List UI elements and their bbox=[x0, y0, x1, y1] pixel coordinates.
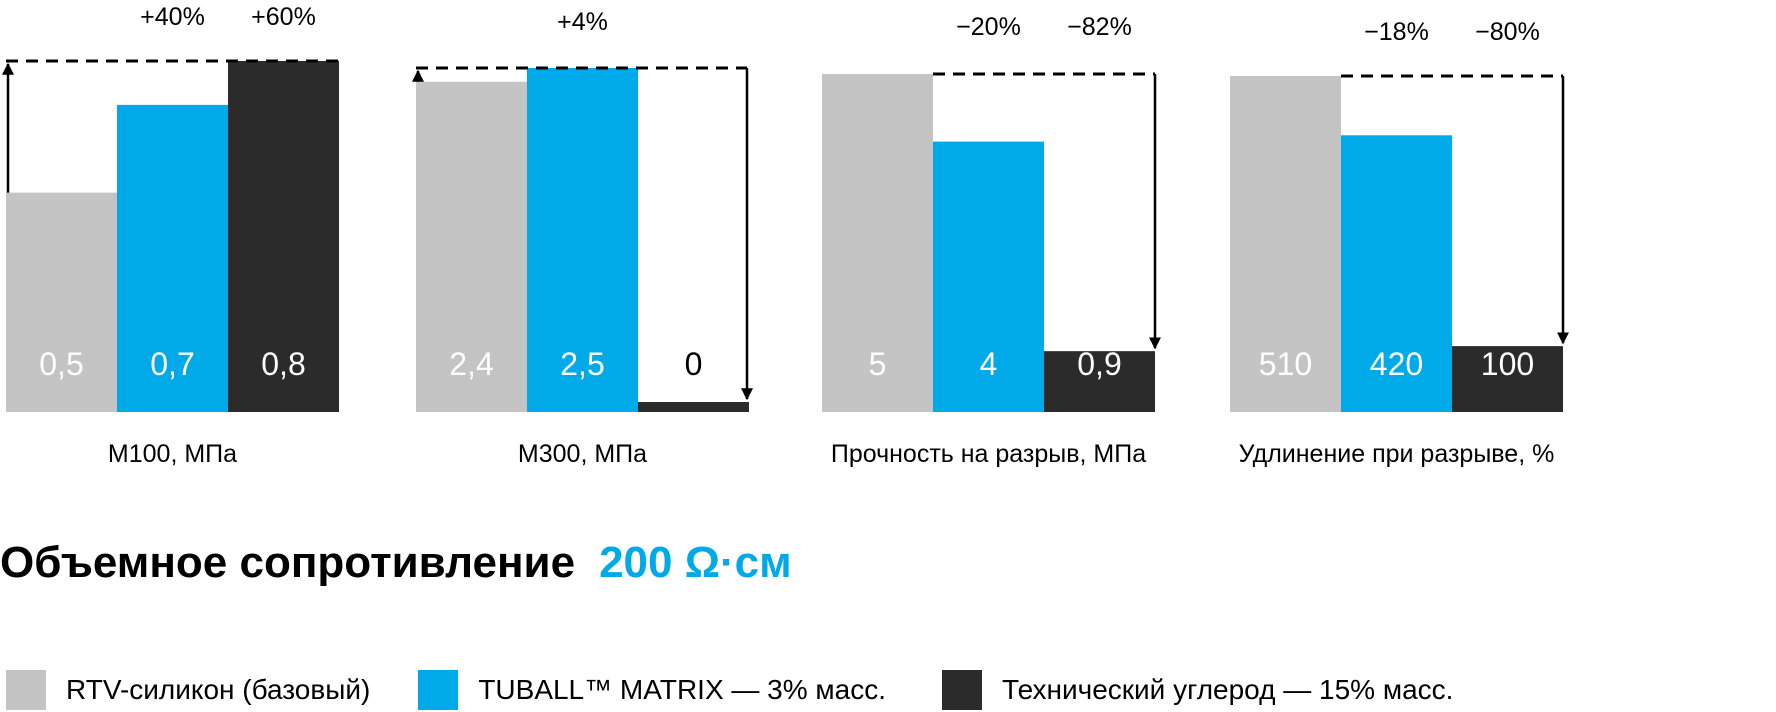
legend-swatch-carbon bbox=[942, 670, 983, 710]
value-label-m100-2: 0,7 bbox=[150, 346, 194, 382]
value-label-m100-3: 0,8 bbox=[261, 346, 305, 382]
bar-m100-2 bbox=[117, 104, 228, 412]
axis-label-m100: M100, МПа bbox=[108, 440, 237, 468]
value-label-elongation-1: 510 bbox=[1259, 346, 1312, 382]
headline-value: 200 Ω·см bbox=[599, 538, 792, 587]
bar-m100-1 bbox=[6, 192, 117, 412]
value-label-tensile-strength-3: 0,9 bbox=[1077, 346, 1121, 382]
axis-label-tensile-strength: Прочность на разрыв, МПа bbox=[831, 440, 1146, 468]
change-label-tensile-strength-2: −20% bbox=[956, 13, 1021, 41]
bar-m300-3 bbox=[638, 402, 749, 412]
bar-tensile-strength-3 bbox=[1044, 351, 1155, 412]
value-label-tensile-strength-2: 4 bbox=[980, 346, 998, 382]
bar-charts: 0,5 0,7 0,8 +40% +60% M100, МПа 2,4 2,5 0 +4% M300… bbox=[1, 3, 1569, 468]
legend: RTV-силикон (базовый) TUBALL™ MATRIX — 3… bbox=[6, 668, 1501, 712]
axis-label-elongation: Удлинение при разрыве, % bbox=[1239, 440, 1555, 468]
value-label-m300-2: 2,5 bbox=[560, 346, 604, 382]
bar-m100-3 bbox=[228, 61, 339, 412]
legend-label-tuball: TUBALL™ MATRIX — 3% масс. bbox=[478, 674, 887, 705]
bar-elongation-2 bbox=[1341, 135, 1452, 412]
bar-m300-2 bbox=[527, 68, 638, 412]
value-label-m300-3: 0 bbox=[685, 346, 703, 382]
legend-item-carbon: Технический углерод — 15% масс. bbox=[942, 670, 1453, 710]
volume-resistivity-headline: Объемное сопротивление 200 Ω·см bbox=[0, 538, 792, 608]
change-label-m100-2: +40% bbox=[140, 3, 205, 31]
legend-label-base: RTV-силикон (базовый) bbox=[66, 674, 371, 705]
legend-swatch-base bbox=[6, 670, 46, 710]
change-label-m100-3: +60% bbox=[251, 3, 316, 31]
legend-label-carbon: Технический углерод — 15% масс. bbox=[1002, 674, 1454, 705]
bar-m300-1 bbox=[416, 81, 527, 412]
value-label-elongation-3: 100 bbox=[1481, 346, 1534, 382]
change-label-elongation-2: −18% bbox=[1364, 18, 1429, 46]
change-label-tensile-strength-3: −82% bbox=[1067, 13, 1132, 41]
value-label-elongation-2: 420 bbox=[1370, 346, 1423, 382]
axis-label-m300: M300, МПа bbox=[518, 440, 647, 468]
value-label-m300-1: 2,4 bbox=[449, 346, 493, 382]
value-label-m100-1: 0,5 bbox=[39, 346, 83, 382]
legend-item-tuball: TUBALL™ MATRIX — 3% масс. bbox=[418, 670, 886, 710]
headline-label: Объемное сопротивление bbox=[0, 538, 576, 587]
legend-item-base: RTV-силикон (базовый) bbox=[6, 670, 370, 710]
bar-tensile-strength-2 bbox=[933, 141, 1044, 412]
change-label-m300-2: +4% bbox=[557, 8, 608, 36]
change-label-elongation-3: −80% bbox=[1475, 18, 1540, 46]
bar-elongation-3 bbox=[1452, 346, 1563, 412]
legend-swatch-tuball bbox=[418, 670, 459, 710]
value-label-tensile-strength-1: 5 bbox=[869, 346, 887, 382]
bar-tensile-strength-1 bbox=[822, 74, 933, 412]
bar-elongation-1 bbox=[1230, 76, 1341, 412]
